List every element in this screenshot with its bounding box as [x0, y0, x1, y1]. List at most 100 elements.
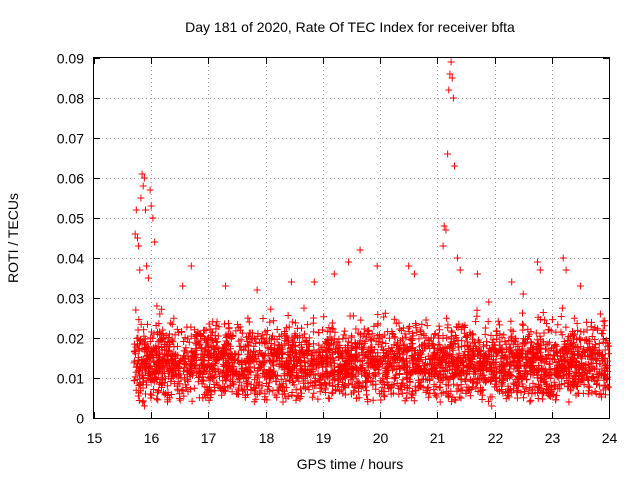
data-point	[290, 360, 298, 368]
data-point	[139, 397, 147, 405]
data-point	[322, 358, 330, 365]
data-point	[221, 351, 229, 359]
data-point	[547, 385, 555, 393]
data-point	[542, 380, 550, 388]
data-point	[212, 338, 220, 346]
data-point	[405, 262, 413, 270]
data-point	[456, 393, 464, 401]
data-point	[209, 342, 217, 350]
data-point	[452, 332, 459, 339]
grid-lines	[94, 58, 609, 418]
data-point	[300, 304, 308, 312]
data-point	[498, 378, 506, 386]
data-point	[482, 350, 490, 358]
data-point	[141, 335, 149, 343]
data-point	[600, 372, 608, 380]
data-point	[158, 305, 166, 313]
data-point	[314, 358, 322, 365]
data-point	[201, 390, 208, 398]
data-point	[601, 362, 609, 370]
data-point	[554, 321, 562, 329]
data-point	[238, 329, 246, 337]
data-point	[214, 332, 222, 340]
data-point	[291, 334, 299, 342]
data-point	[259, 315, 267, 322]
data-point	[185, 338, 193, 346]
data-point	[578, 376, 585, 384]
data-point	[522, 359, 530, 367]
data-point	[573, 319, 581, 327]
data-point	[298, 343, 305, 351]
data-point	[458, 343, 466, 351]
data-point	[243, 382, 251, 390]
x-tick-label: 21	[430, 430, 446, 446]
data-point	[130, 376, 138, 384]
data-point	[326, 370, 334, 378]
data-point	[488, 402, 496, 410]
data-point	[400, 340, 408, 348]
data-point	[444, 382, 452, 390]
data-point	[410, 356, 418, 364]
data-point	[287, 278, 295, 286]
data-point	[519, 320, 526, 328]
data-point	[575, 369, 583, 377]
data-point	[277, 375, 285, 383]
data-point	[310, 389, 318, 397]
data-point	[563, 374, 571, 382]
x-tick-label: 19	[316, 430, 332, 446]
data-point	[509, 385, 517, 393]
data-point	[361, 377, 369, 385]
data-point	[158, 337, 166, 345]
data-point	[391, 334, 399, 342]
data-point	[507, 317, 515, 325]
data-point	[266, 318, 274, 326]
data-point	[131, 373, 139, 381]
data-point	[524, 349, 532, 357]
data-point	[449, 357, 457, 365]
data-point	[372, 380, 380, 388]
data-point	[524, 389, 532, 397]
data-point	[155, 368, 163, 375]
data-point	[142, 346, 150, 354]
data-point	[262, 369, 270, 377]
data-point	[363, 378, 371, 386]
data-point	[243, 337, 251, 345]
data-point	[501, 351, 509, 359]
data-point	[466, 328, 474, 336]
data-point	[462, 389, 470, 397]
data-point	[525, 331, 533, 339]
data-point	[461, 348, 469, 356]
data-point	[230, 381, 238, 389]
data-point	[495, 341, 503, 349]
data-point	[292, 396, 300, 404]
data-point	[164, 398, 171, 406]
data-point	[213, 343, 221, 351]
data-point	[222, 282, 230, 290]
data-point	[288, 318, 296, 326]
data-point	[325, 395, 333, 403]
data-point	[242, 333, 250, 341]
data-point	[517, 375, 525, 383]
data-point	[329, 382, 337, 390]
data-point	[297, 393, 305, 401]
data-point	[340, 373, 348, 381]
data-point	[266, 357, 274, 365]
data-point	[592, 390, 600, 398]
data-point	[149, 214, 157, 222]
data-point	[588, 346, 596, 354]
data-point	[474, 338, 482, 346]
data-point	[226, 353, 234, 361]
data-point	[335, 370, 343, 378]
data-point	[176, 396, 184, 404]
data-point	[163, 358, 170, 366]
data-point	[558, 304, 566, 312]
data-point	[201, 326, 209, 334]
data-point	[314, 395, 322, 403]
data-point	[210, 374, 218, 382]
data-point	[179, 282, 187, 290]
data-point	[141, 340, 149, 348]
data-point	[462, 334, 470, 341]
data-point	[392, 342, 400, 349]
data-point	[187, 368, 195, 376]
data-point	[181, 376, 189, 384]
